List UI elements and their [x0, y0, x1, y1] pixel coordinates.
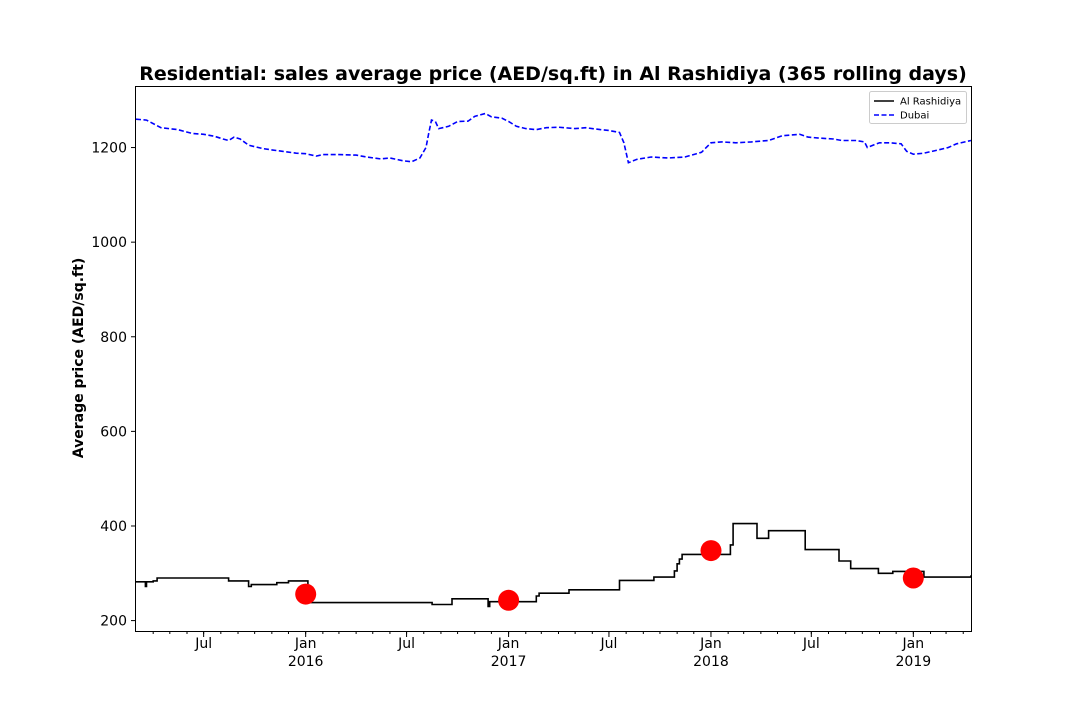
y-tick-label: 1200 [91, 141, 127, 157]
marker-layer [295, 540, 924, 611]
legend: Al Rashidiya Dubai [869, 91, 967, 124]
x-tick-year-label: 2019 [896, 654, 932, 670]
data-marker [700, 540, 722, 562]
x-tick-year-label: 2017 [491, 654, 527, 670]
x-tick-label: Jan [497, 636, 520, 652]
plot-frame [135, 86, 972, 632]
y-tick-label: 1000 [91, 235, 127, 251]
series-line-dubai [135, 112, 972, 164]
y-tick-label: 800 [100, 330, 127, 346]
y-axis-ticks: 200 400 600 800 1000 1200 [91, 141, 136, 630]
x-tick-label: Jan [294, 636, 317, 652]
y-tick-label: 600 [100, 424, 127, 440]
x-axis-ticks: Jul Jan 2016 Jul Jan 2017 Jul Jan 2018 Jul Jan 2019 [152, 631, 964, 670]
data-marker [295, 583, 317, 605]
y-axis-label: Average price (AED/sq.ft) [71, 258, 87, 458]
y-tick-label: 400 [100, 519, 127, 535]
series-layer [135, 112, 972, 608]
legend-label-dubai: Dubai [900, 111, 929, 122]
x-tick-label: Jan [699, 636, 722, 652]
x-tick-label: Jul [802, 636, 820, 652]
legend-label-al-rashidiya: Al Rashidiya [900, 97, 961, 108]
x-tick-label: Jul [397, 636, 415, 652]
x-tick-year-label: 2016 [288, 654, 324, 670]
x-tick-label: Jul [599, 636, 617, 652]
data-marker [498, 589, 520, 611]
x-tick-label: Jul [194, 636, 212, 652]
chart-title: Residential: sales average price (AED/sq… [139, 63, 967, 85]
y-tick-label: 200 [100, 614, 127, 630]
x-tick-label: Jan [902, 636, 925, 652]
data-marker [902, 567, 924, 589]
x-tick-year-label: 2018 [693, 654, 729, 670]
series-line-al-rashidiya [136, 522, 972, 608]
